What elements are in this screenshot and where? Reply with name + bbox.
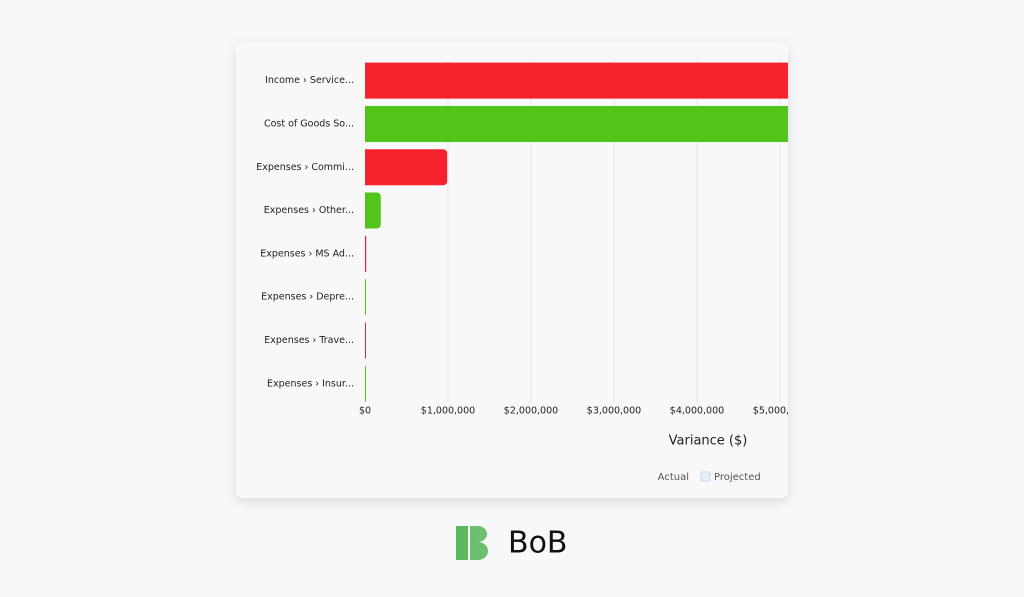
legend-label[interactable]: Actual bbox=[658, 472, 689, 483]
category-label: Expenses › Other... bbox=[264, 205, 354, 216]
category-label: Expenses › MS Ad... bbox=[260, 248, 354, 259]
logo-icon bbox=[456, 526, 468, 560]
bar bbox=[365, 322, 366, 359]
category-label: Income › Service... bbox=[265, 75, 354, 86]
category-label: Expenses › Commi... bbox=[256, 162, 354, 173]
bar bbox=[365, 365, 366, 402]
legend-swatch bbox=[700, 471, 711, 482]
category-label: Expenses › Depre... bbox=[261, 292, 354, 303]
x-tick-label: $5,000,000 bbox=[753, 406, 807, 417]
bars bbox=[365, 62, 788, 402]
bar bbox=[365, 105, 788, 142]
category-label: Expenses › Insur... bbox=[267, 378, 354, 389]
brand: BoB bbox=[508, 526, 568, 561]
bar bbox=[365, 149, 448, 186]
labels: $0 $1,000,000 $2,000,000 $3,000,000 $4,000,0… bbox=[256, 75, 807, 417]
x-tick-label: $3,000,000 bbox=[587, 406, 641, 417]
x-tick-label: $1,000,000 bbox=[421, 406, 475, 417]
logo: BoB bbox=[456, 526, 568, 561]
bar bbox=[365, 235, 367, 272]
bar bbox=[365, 192, 381, 229]
bar bbox=[365, 279, 366, 316]
bar bbox=[365, 62, 788, 99]
x-tick-label: $0 bbox=[359, 406, 371, 417]
x-tick-label: $4,000,000 bbox=[670, 406, 724, 417]
logo-icon bbox=[470, 526, 488, 560]
x-axis-title: Variance ($) bbox=[669, 434, 748, 449]
x-tick-label: $2,000,000 bbox=[504, 406, 558, 417]
grid bbox=[447, 60, 781, 402]
legend-label[interactable]: Projected bbox=[714, 472, 761, 483]
category-label: Expenses › Trave... bbox=[264, 335, 354, 346]
chart: $0 $1,000,000 $2,000,000 $3,000,000 $4,000,0… bbox=[256, 60, 807, 483]
category-label: Cost of Goods So... bbox=[264, 118, 354, 129]
